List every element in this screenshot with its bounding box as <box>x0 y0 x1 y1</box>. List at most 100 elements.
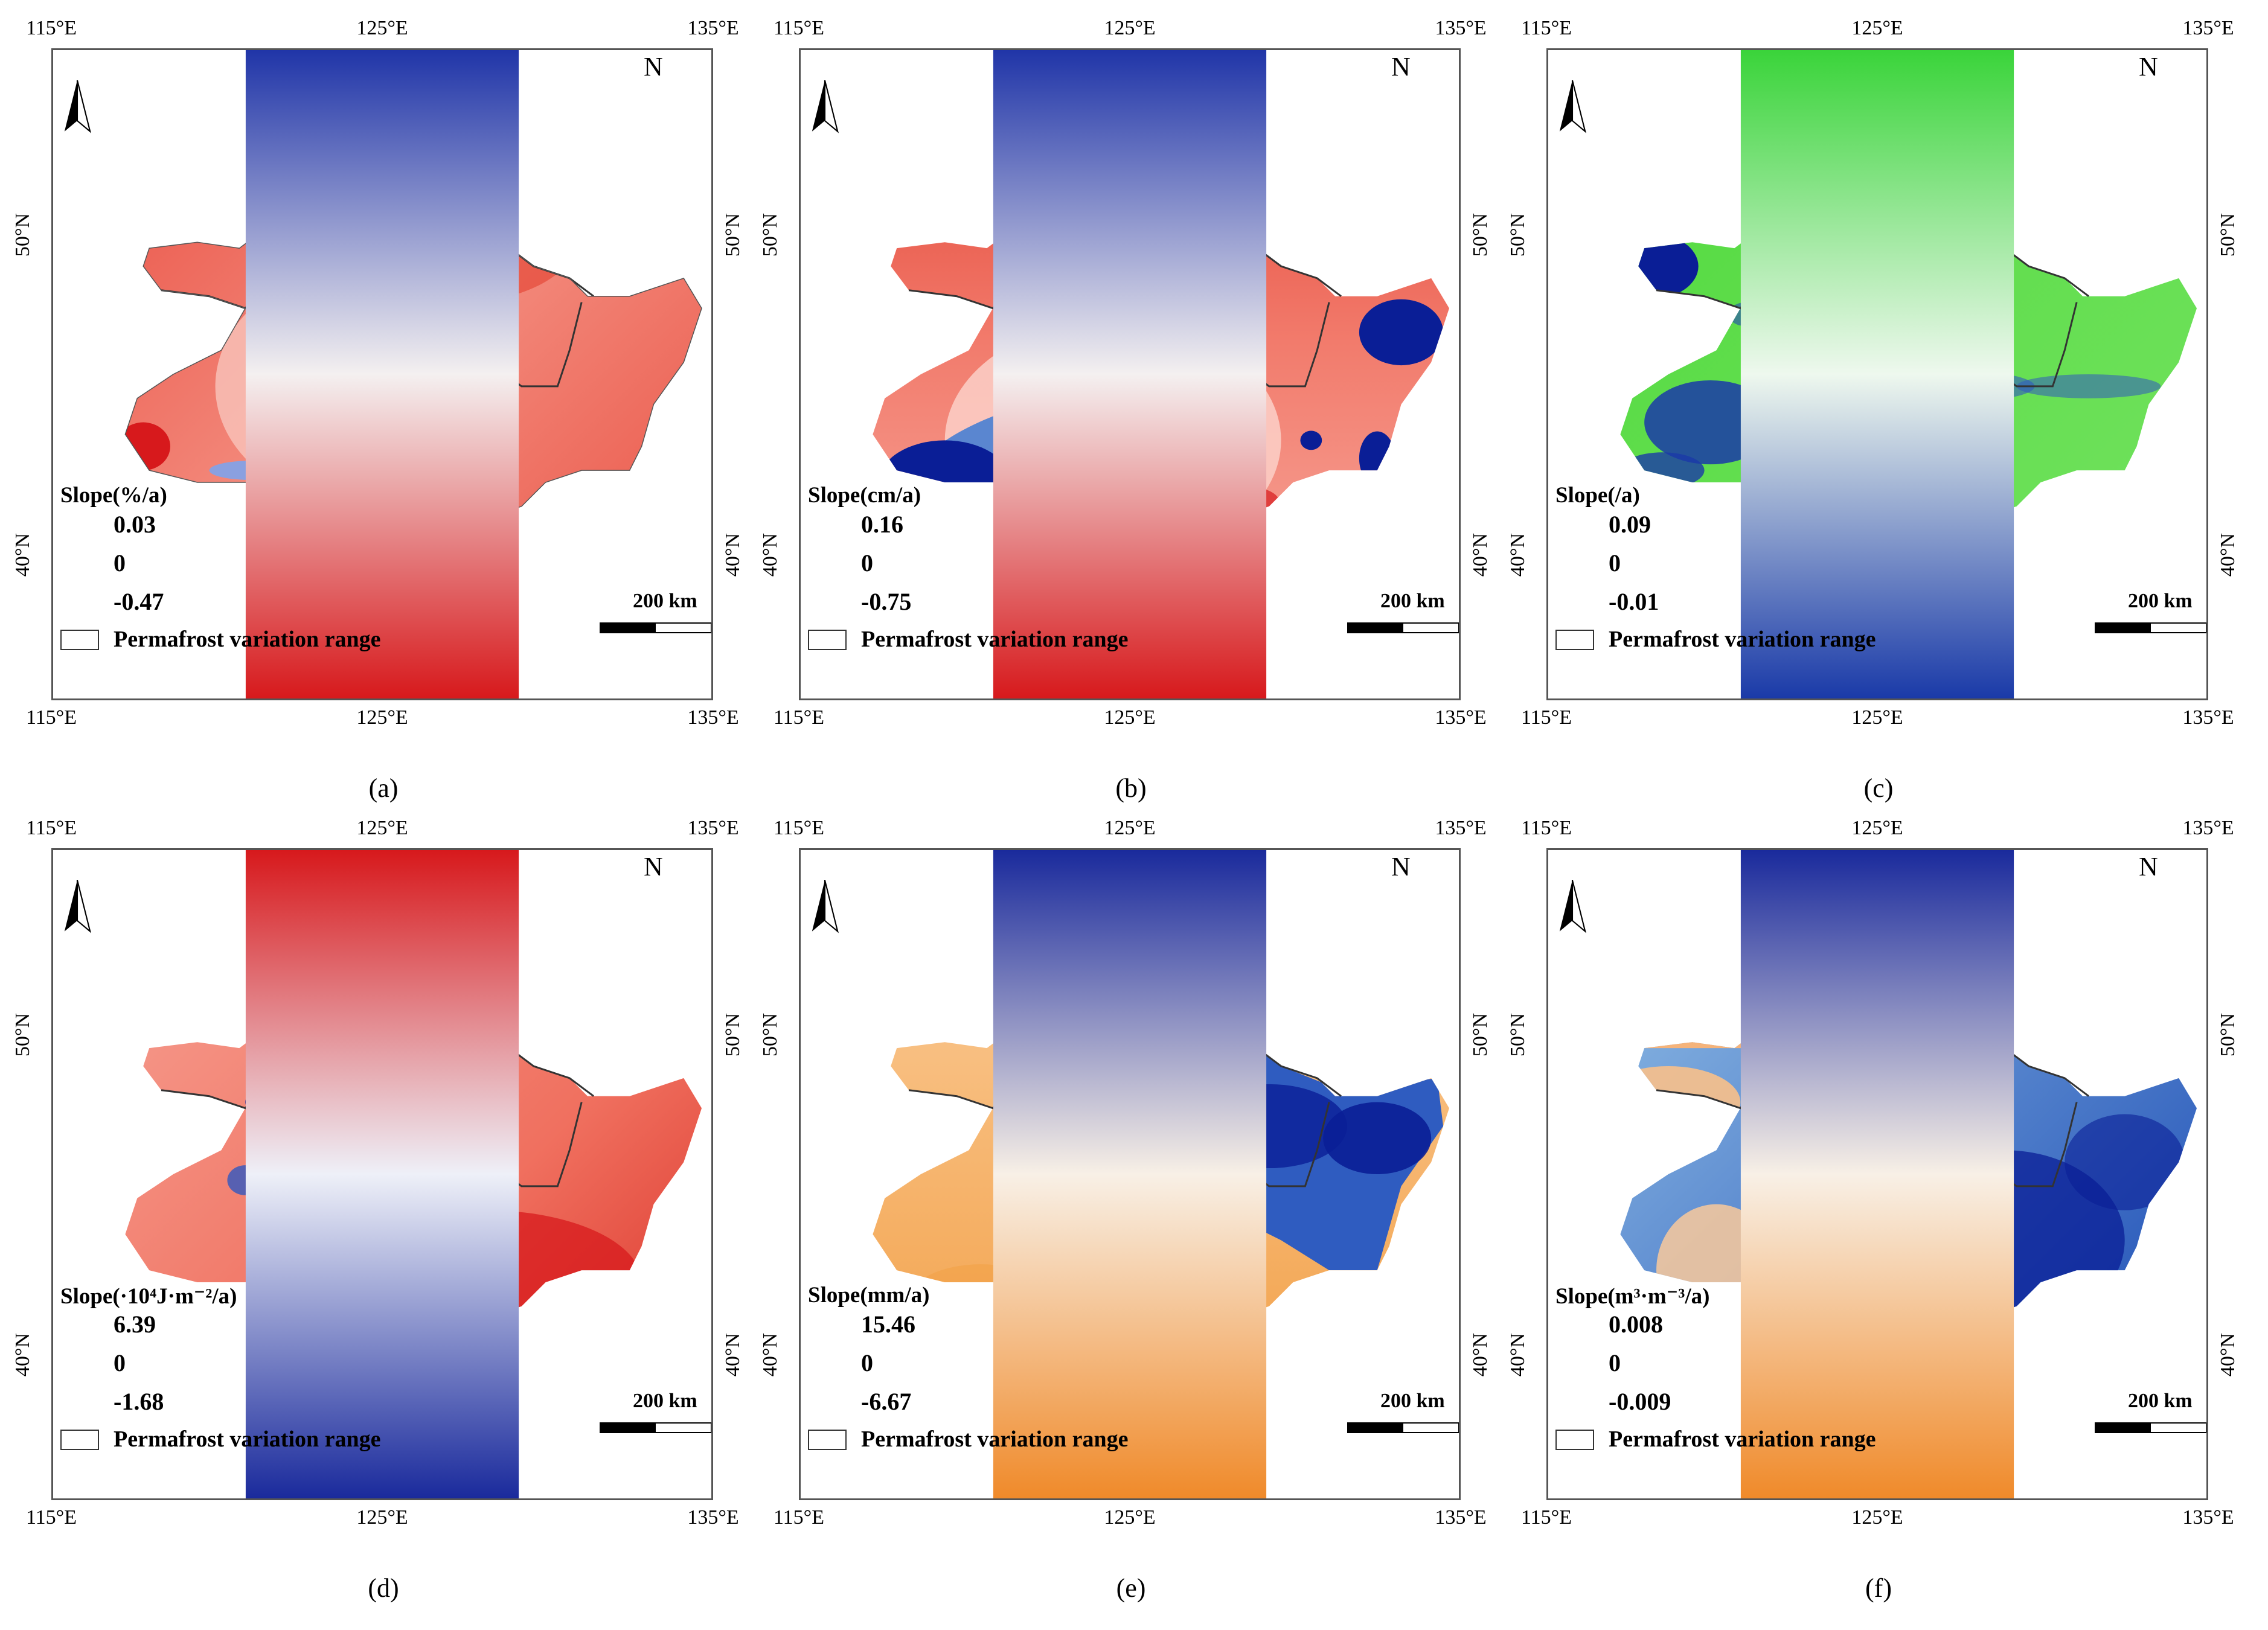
permafrost-legend-label: Permafrost variation range <box>861 627 1129 652</box>
lat-tick-left-50: 50°N <box>1507 1012 1530 1057</box>
lat-tick-right-50: 50°N <box>722 213 745 257</box>
legend-mid: 0 <box>1609 549 1621 577</box>
lon-tick-bottom-135: 135°E <box>2182 706 2234 729</box>
permafrost-legend-label: Permafrost variation range <box>114 627 381 652</box>
lon-tick-top-135: 135°E <box>687 17 739 39</box>
panel-caption: (f) <box>1865 1573 1892 1603</box>
north-arrow-icon <box>64 80 91 133</box>
map-frame: N Slope(/a) 0.09 0 -0.01 Permafrost vari… <box>1546 48 2208 700</box>
map-panel-a: 115°E 125°E 135°E 50°N 40°N 50°N 40°N N … <box>11 17 749 830</box>
lon-tick-top-115: 115°E <box>25 817 77 839</box>
lon-tick-bottom-135: 135°E <box>687 1506 739 1529</box>
legend-colorbar <box>1740 850 2014 1498</box>
permafrost-legend-swatch <box>808 1430 847 1450</box>
lat-tick-right-40: 40°N <box>722 532 745 577</box>
lat-tick-left-50: 50°N <box>1507 213 1530 257</box>
lat-tick-left-40: 40°N <box>11 532 34 577</box>
lat-tick-left-40: 40°N <box>1507 1332 1530 1377</box>
legend-mid: 0 <box>114 549 126 577</box>
lat-tick-right-50: 50°N <box>1469 1012 1492 1057</box>
legend-min: -6.67 <box>861 1388 912 1415</box>
panel-caption: (d) <box>368 1573 399 1603</box>
legend-title: Slope(mm/a) <box>808 1283 930 1308</box>
lon-tick-bottom-125: 125°E <box>356 1506 408 1529</box>
legend-max: 15.46 <box>861 1311 915 1338</box>
legend-colorbar <box>245 50 519 698</box>
lon-tick-bottom-115: 115°E <box>773 1506 825 1529</box>
lat-tick-left-50: 50°N <box>759 213 782 257</box>
lon-tick-top-135: 135°E <box>687 817 739 839</box>
map-panel-b: 115°E 125°E 135°E 50°N 40°N 50°N 40°N N <box>759 17 1496 830</box>
lon-tick-top-125: 125°E <box>1104 817 1156 839</box>
lat-tick-left-40: 40°N <box>1507 532 1530 577</box>
lat-tick-right-50: 50°N <box>2217 1012 2240 1057</box>
legend-min: -0.009 <box>1609 1388 1671 1415</box>
lat-tick-right-40: 40°N <box>2217 532 2240 577</box>
scale-bar <box>2095 622 2206 633</box>
lat-tick-right-40: 40°N <box>722 1332 745 1377</box>
lon-tick-top-115: 115°E <box>773 817 825 839</box>
map-frame: N Slope(cm/a) 0.16 0 -0.75 Permafrost va… <box>799 48 1461 700</box>
legend-mid: 0 <box>861 1349 873 1376</box>
legend-max: 0.03 <box>114 511 156 538</box>
scale-bar-label: 200 km <box>2128 1390 2193 1412</box>
lon-tick-bottom-115: 115°E <box>1520 706 1572 729</box>
north-arrow-icon <box>64 880 91 933</box>
lat-tick-left-50: 50°N <box>11 1012 34 1057</box>
north-label: N <box>1391 852 1411 881</box>
lat-tick-right-40: 40°N <box>1469 1332 1492 1377</box>
legend-title: Slope(%/a) <box>60 483 167 508</box>
legend-max: 0.09 <box>1609 511 1651 538</box>
scale-bar <box>1347 622 1459 633</box>
lon-tick-top-115: 115°E <box>1520 817 1572 839</box>
legend-colorbar <box>993 850 1267 1498</box>
permafrost-legend-label: Permafrost variation range <box>1609 627 1876 652</box>
legend-mid: 0 <box>114 1349 126 1376</box>
lon-tick-bottom-135: 135°E <box>2182 1506 2234 1529</box>
permafrost-legend-swatch <box>60 630 99 650</box>
lon-tick-bottom-135: 135°E <box>687 706 739 729</box>
north-label: N <box>644 52 663 82</box>
north-arrow-icon <box>1559 880 1586 933</box>
lon-tick-top-135: 135°E <box>1435 17 1487 39</box>
lat-tick-left-40: 40°N <box>759 532 782 577</box>
north-label: N <box>2139 52 2158 82</box>
legend-title: Slope(cm/a) <box>808 483 921 508</box>
lat-tick-right-50: 50°N <box>2217 213 2240 257</box>
north-label: N <box>1391 52 1411 82</box>
scale-bar-label: 200 km <box>2128 590 2193 612</box>
lat-tick-right-40: 40°N <box>1469 532 1492 577</box>
lon-tick-bottom-115: 115°E <box>773 706 825 729</box>
lon-tick-top-135: 135°E <box>2182 17 2234 39</box>
map-panel-e: 115°E 125°E 135°E 50°N 40°N 50°N 40°N N … <box>759 817 1496 1630</box>
lon-tick-top-115: 115°E <box>773 17 825 39</box>
scale-bar <box>600 1422 711 1433</box>
legend-min: -0.75 <box>861 588 912 615</box>
permafrost-legend-label: Permafrost variation range <box>1609 1427 1876 1452</box>
lon-tick-bottom-115: 115°E <box>25 706 77 729</box>
lon-tick-bottom-125: 125°E <box>1104 1506 1156 1529</box>
lon-tick-bottom-115: 115°E <box>1520 1506 1572 1529</box>
lon-tick-top-135: 135°E <box>2182 817 2234 839</box>
legend-max: 0.16 <box>861 511 903 538</box>
panel-caption: (e) <box>1116 1573 1146 1603</box>
lon-tick-bottom-125: 125°E <box>1851 706 1903 729</box>
north-arrow-icon <box>812 880 839 933</box>
legend-title: Slope(·10⁴J·m⁻²/a) <box>60 1284 237 1309</box>
legend-min: -1.68 <box>114 1388 164 1415</box>
legend-min: -0.01 <box>1609 588 1659 615</box>
map-panel-f: 115°E 125°E 135°E 50°N 40°N 50°N 40°N N … <box>1507 817 2244 1630</box>
lat-tick-left-50: 50°N <box>11 213 34 257</box>
scale-bar-label: 200 km <box>633 590 697 612</box>
map-panel-c: 115°E 125°E 135°E 50°N 40°N 50°N 40°N <box>1507 17 2244 830</box>
lat-tick-left-50: 50°N <box>759 1012 782 1057</box>
north-label: N <box>2139 852 2158 881</box>
lon-tick-top-125: 125°E <box>356 17 408 39</box>
legend-max: 0.008 <box>1609 1311 1663 1338</box>
lat-tick-left-40: 40°N <box>759 1332 782 1377</box>
scale-bar <box>600 622 711 633</box>
north-label: N <box>644 852 663 881</box>
permafrost-legend-swatch <box>808 630 847 650</box>
scale-bar-label: 200 km <box>1380 590 1445 612</box>
legend-max: 6.39 <box>114 1311 156 1338</box>
